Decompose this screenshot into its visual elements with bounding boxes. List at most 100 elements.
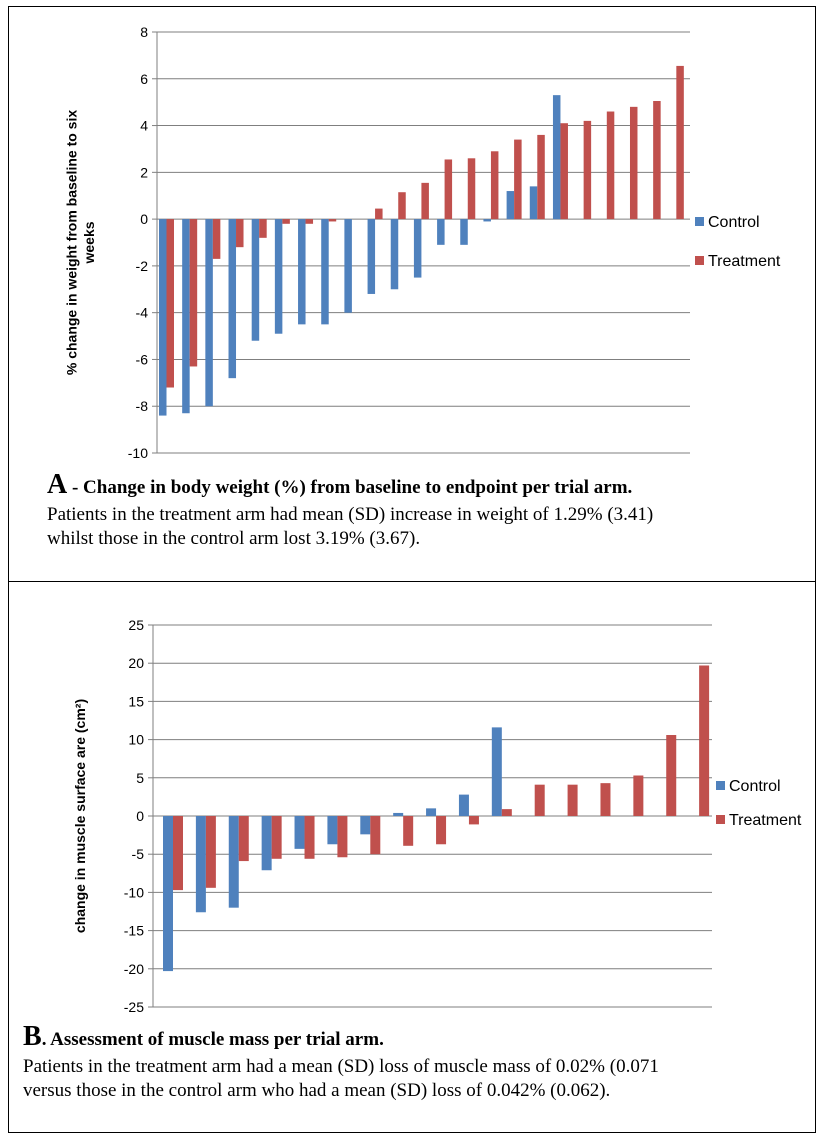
bar-treatment-1 [173,816,183,891]
bar-control-14 [460,219,468,245]
y-tick-label: -8 [136,398,149,414]
chart-b: -25 -20 -15 -10 -5 0 5 10 15 20 25 change in muscle… [72,617,802,1015]
bar-control-3 [205,219,213,407]
bar-control-4 [228,219,237,379]
y-axis-label-line-2: weeks [81,221,97,264]
legend-swatch-treatment [716,815,725,824]
bar-control-7 [298,219,306,325]
y-tick-label: -10 [124,884,144,900]
legend-label-treatment: Treatment [708,253,781,270]
bar-treatment-1 [166,219,174,388]
y-tick-label: 5 [136,770,144,786]
bar-control-10 [458,794,469,816]
bar-control-2 [182,219,190,414]
y-tick-label: 0 [136,808,144,824]
bar-control-10 [367,219,376,294]
bar-control-1 [163,816,173,972]
y-tick-label: -10 [128,445,148,461]
y-tick-label: -4 [136,305,149,321]
bar-treatment-6 [282,219,290,224]
legend-label-control: Control [729,778,781,795]
y-tick-label: -6 [136,351,149,367]
bar-treatment-7 [305,219,314,224]
legend-label-treatment: Treatment [729,812,802,829]
bar-treatment-3 [212,219,221,259]
bar-treatment-2 [205,816,216,888]
bar-control-11 [390,219,399,290]
y-tick-label: -20 [124,961,144,977]
bar-treatment-13 [444,159,453,220]
bar-control-13 [437,219,445,245]
bar-treatment-13 [567,784,578,816]
bar-control-9 [344,219,352,313]
bar-control-18 [552,95,561,220]
bar-treatment-14 [467,158,476,220]
legend-swatch-control [716,781,725,790]
bar-treatment-9 [436,816,447,845]
bar-treatment-7 [370,816,381,855]
bar-treatment-8 [328,219,337,222]
y-tick-label: 10 [128,732,144,748]
bar-treatment-23 [676,65,684,220]
bar-treatment-10 [468,816,479,825]
legend-label-control: Control [708,214,760,231]
y-tick-label: 15 [128,693,144,709]
caption-b-line-2: versus those in the control arm who had … [23,1080,611,1101]
bar-treatment-12 [421,182,429,220]
chart-a: -10 -8 -6 -4 -2 0 2 4 6 8 % change in weight from … [63,24,781,461]
bar-treatment-17 [699,665,710,816]
bar-control-15 [483,219,491,222]
y-tick-label: -2 [136,258,149,274]
bar-treatment-16 [514,139,522,220]
bar-control-4 [261,816,272,871]
y-tick-label: 0 [140,211,148,227]
bar-control-8 [321,219,329,325]
bar-control-6 [274,219,283,334]
panel-b: -25 -20 -15 -10 -5 0 5 10 15 20 25 change in muscle… [8,581,816,1133]
bar-treatment-15 [633,775,644,816]
bar-control-11 [491,727,502,816]
bar-control-2 [195,816,206,913]
bar-control-1 [159,219,167,416]
bar-control-12 [413,219,422,278]
bar-treatment-10 [375,208,383,220]
bar-treatment-6 [337,816,348,858]
bar-treatment-11 [398,192,406,220]
caption-b: B. Assessment of muscle mass per trial a… [23,1021,659,1103]
y-tick-label: 6 [140,71,148,87]
panel-a: -10 -8 -6 -4 -2 0 2 4 6 8 % change in weight from … [8,6,816,582]
y-tick-label: 20 [128,655,144,671]
legend-swatch-control [695,217,704,226]
caption-b-line-1: Patients in the treatment arm had a mean… [23,1056,659,1077]
caption-b-title-text: . Assessment of muscle mass per trial ar… [41,1029,384,1050]
bar-treatment-22 [653,100,661,220]
bar-treatment-11 [501,809,512,816]
bar-treatment-4 [236,219,244,248]
bar-treatment-16 [666,735,677,816]
bar-treatment-17 [537,134,545,220]
caption-a-line-2: whilst those in the control arm lost 3.1… [47,528,421,549]
bar-control-5 [251,219,260,341]
bar-treatment-3 [238,816,249,862]
y-axis-label: change in muscle surface are (cm²) [72,699,88,933]
bar-treatment-2 [189,219,198,367]
caption-a-title: A - Change in body weight (%) from basel… [47,469,653,501]
bar-control-17 [529,186,538,220]
caption-a: A - Change in body weight (%) from basel… [47,469,653,551]
bar-treatment-12 [534,784,545,816]
y-tick-label: 8 [140,24,148,40]
y-tick-label: -5 [132,846,145,862]
caption-b-title: B. Assessment of muscle mass per trial a… [23,1021,659,1053]
legend-swatch-treatment [695,256,704,265]
y-tick-label: -25 [124,999,144,1015]
bar-control-16 [506,191,515,220]
y-tick-label: 4 [140,118,148,134]
y-axis-label: % change in weight from baseline to six w… [63,110,97,375]
bar-treatment-18 [560,123,568,220]
bar-control-6 [327,816,338,845]
bar-treatment-19 [583,120,592,220]
bar-control-3 [228,816,239,908]
caption-a-letter: A [47,469,68,500]
bar-treatment-14 [600,783,611,816]
bar-treatment-21 [629,106,638,220]
